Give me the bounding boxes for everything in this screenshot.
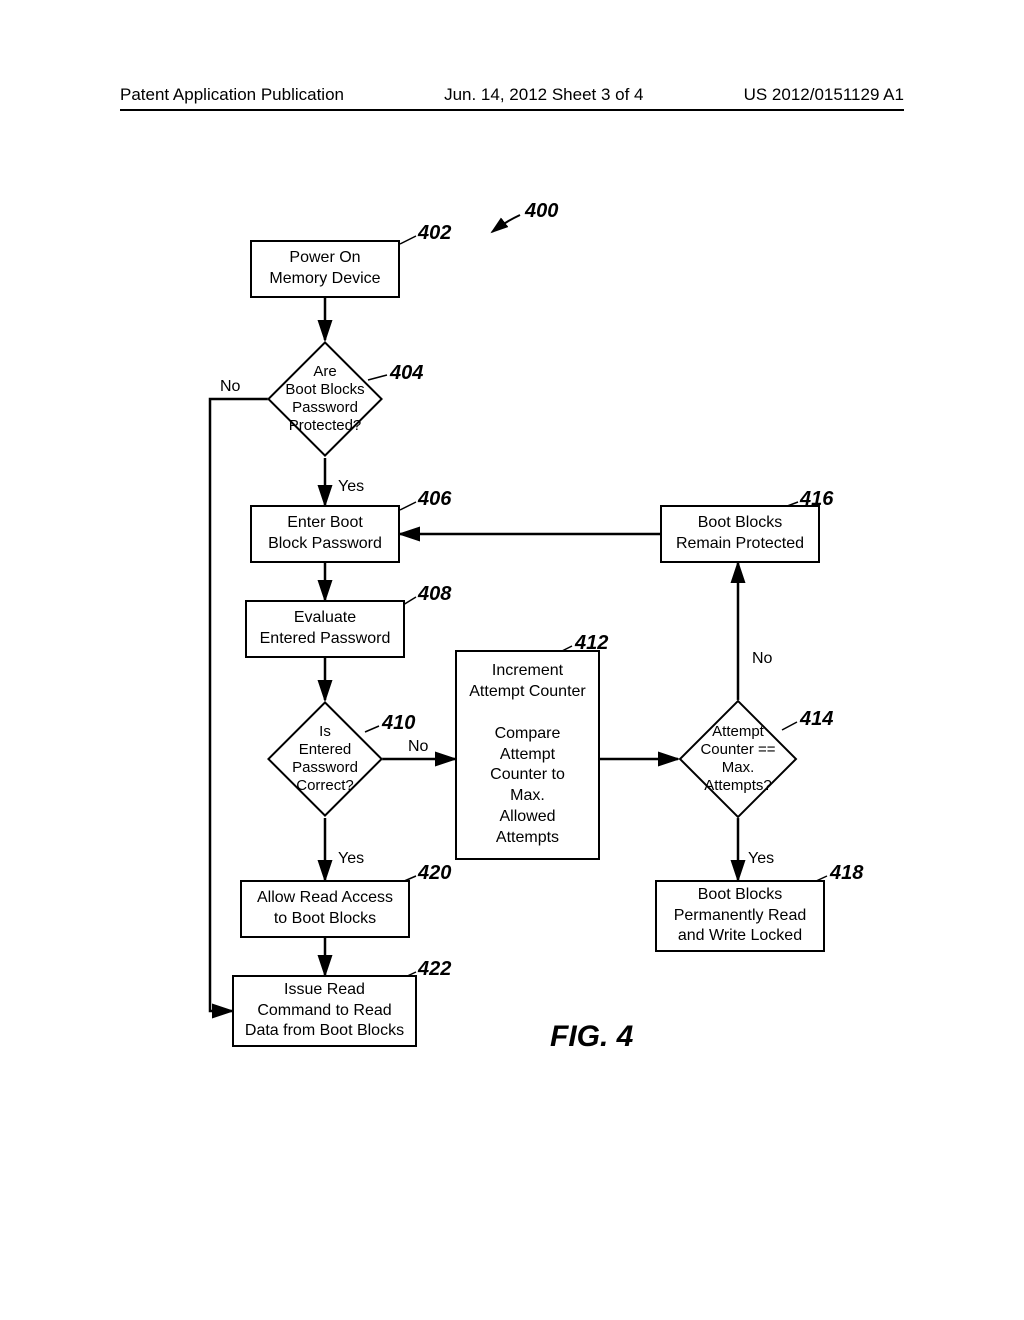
ref-404: 404 — [390, 362, 423, 385]
edge-label-414-yes: Yes — [748, 850, 774, 868]
node-408: EvaluateEntered Password — [245, 600, 405, 658]
node-416-text: Boot BlocksRemain Protected — [676, 513, 804, 555]
ref-402: 402 — [418, 222, 451, 245]
node-420: Allow Read Accessto Boot Blocks — [240, 880, 410, 938]
node-422: Issue ReadCommand to ReadData from Boot … — [232, 975, 417, 1047]
page-header: Patent Application Publication Jun. 14, … — [120, 85, 904, 111]
node-412: IncrementAttempt CounterCompareAttemptCo… — [455, 650, 600, 860]
node-408-text: EvaluateEntered Password — [260, 608, 391, 650]
node-404-text: AreBoot BlocksPasswordProtected? — [265, 363, 386, 435]
edge-label-410-yes: Yes — [338, 850, 364, 868]
node-406: Enter BootBlock Password — [250, 505, 400, 563]
header-left: Patent Application Publication — [120, 85, 344, 105]
node-402: Power OnMemory Device — [250, 240, 400, 298]
node-410: IsEnteredPasswordCorrect? — [270, 700, 380, 818]
node-416: Boot BlocksRemain Protected — [660, 505, 820, 563]
edge-label-404-yes: Yes — [338, 478, 364, 496]
figure-caption: FIG. 4 — [550, 1020, 633, 1054]
header-right: US 2012/0151129 A1 — [744, 85, 904, 105]
node-410-text: IsEnteredPasswordCorrect? — [265, 723, 386, 795]
node-404: AreBoot BlocksPasswordProtected? — [270, 340, 380, 458]
flowchart-canvas: Power OnMemory Device AreBoot BlocksPass… — [120, 180, 904, 1080]
edge-label-404-no: No — [220, 378, 240, 396]
node-402-text: Power OnMemory Device — [269, 248, 380, 290]
ref-412: 412 — [575, 632, 608, 655]
node-420-text: Allow Read Accessto Boot Blocks — [257, 888, 393, 930]
node-418-text: Boot BlocksPermanently Readand Write Loc… — [674, 885, 807, 947]
edge-label-414-no: No — [752, 650, 772, 668]
ref-420: 420 — [418, 862, 451, 885]
ref-416: 416 — [800, 488, 833, 511]
ref-408: 408 — [418, 583, 451, 606]
ref-400: 400 — [525, 200, 558, 223]
node-414-text: AttemptCounter ==Max.Attempts? — [674, 723, 802, 795]
node-422-text: Issue ReadCommand to ReadData from Boot … — [245, 980, 404, 1042]
node-418: Boot BlocksPermanently Readand Write Loc… — [655, 880, 825, 952]
page: Patent Application Publication Jun. 14, … — [0, 0, 1024, 1320]
ref-414: 414 — [800, 708, 833, 731]
node-412-text: IncrementAttempt CounterCompareAttemptCo… — [469, 661, 586, 848]
node-414: AttemptCounter ==Max.Attempts? — [680, 700, 796, 818]
ref-406: 406 — [418, 488, 451, 511]
edge-label-410-no: No — [408, 738, 428, 756]
ref-418: 418 — [830, 862, 863, 885]
ref-422: 422 — [418, 958, 451, 981]
ref-410: 410 — [382, 712, 415, 735]
header-center: Jun. 14, 2012 Sheet 3 of 4 — [444, 85, 643, 105]
node-406-text: Enter BootBlock Password — [268, 513, 382, 555]
